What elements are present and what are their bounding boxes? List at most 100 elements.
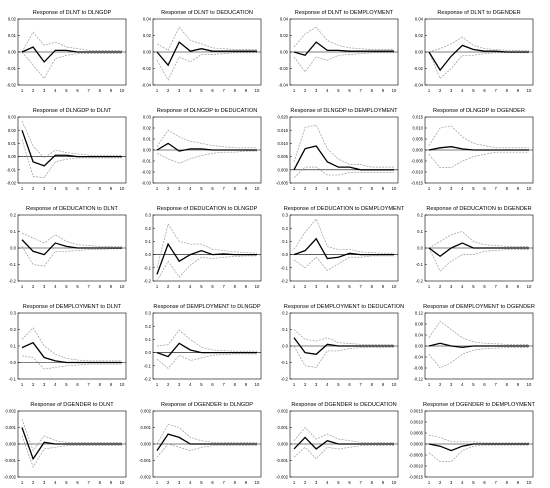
y-tick-label: 0.0000 <box>410 442 423 447</box>
upper-band-line <box>293 124 394 168</box>
x-tick-label: 2 <box>32 186 35 191</box>
x-tick-label: 1 <box>293 186 296 191</box>
lower-band-line <box>428 247 529 272</box>
y-tick-label: -0.02 <box>141 170 151 175</box>
x-tick-label: 1 <box>428 284 431 289</box>
panel-title: Response of DLNT to DGENDER <box>437 10 520 16</box>
response-line <box>293 237 394 260</box>
y-tick-label: -0.0015 <box>409 475 424 480</box>
x-tick-label: 8 <box>99 382 102 387</box>
x-tick-label: 10 <box>255 88 260 93</box>
lower-band-line <box>21 246 122 267</box>
x-tick-label: 5 <box>65 284 68 289</box>
upper-band-line <box>156 223 258 268</box>
x-tick-label: 3 <box>178 480 181 485</box>
y-tick-label: 0.020 <box>278 115 289 120</box>
y-tick-label: 0.000 <box>6 442 17 447</box>
x-tick-label: 9 <box>517 382 520 387</box>
x-tick-label: 3 <box>450 480 453 485</box>
x-tick-label: 9 <box>382 284 385 289</box>
x-tick-label: 3 <box>43 88 46 93</box>
x-tick-label: 7 <box>494 186 497 191</box>
x-tick-label: 8 <box>371 284 374 289</box>
x-tick-label: 2 <box>439 284 442 289</box>
x-tick-label: 1 <box>428 382 431 387</box>
y-tick-label: -0.1 <box>416 262 424 267</box>
x-tick-label: 8 <box>99 88 102 93</box>
irf-panel: Response of DLNT to DLNGDP 0.02 0.01 0.00 -0… <box>6 10 127 93</box>
upper-band-line <box>156 129 257 149</box>
y-tick-label: 0.3 <box>145 311 151 316</box>
irf-panel: Response of DGENDER to DEMPLOYMENT0.0015… <box>409 402 536 485</box>
y-tick-label: -0.1 <box>144 363 152 368</box>
x-tick-label: 10 <box>120 480 125 485</box>
y-tick-label: 0.1 <box>282 239 288 244</box>
y-tick-label: 0.2 <box>10 327 16 332</box>
panel-title: Response of DLNGDP to DLNT <box>33 108 112 114</box>
x-tick-label: 4 <box>54 382 57 387</box>
x-tick-label: 9 <box>245 186 248 191</box>
x-tick-label: 10 <box>120 88 125 93</box>
irf-panel: Response of DEDUCATION to DLNT 0.2 0.1 0.0 -… <box>9 206 127 289</box>
x-tick-label: 5 <box>337 382 340 387</box>
x-tick-label: 6 <box>483 480 486 485</box>
upper-band-line <box>293 218 394 254</box>
x-tick-label: 7 <box>87 186 90 191</box>
x-tick-label: 1 <box>21 382 24 387</box>
y-tick-label: -0.002 <box>4 475 17 480</box>
x-tick-label: 5 <box>337 186 340 191</box>
x-tick-label: 5 <box>200 480 203 485</box>
x-tick-label: 8 <box>506 88 509 93</box>
response-line <box>21 239 122 256</box>
y-tick-label: 0.0 <box>145 350 151 355</box>
x-tick-label: 5 <box>200 88 203 93</box>
x-tick-label: 7 <box>494 382 497 387</box>
y-tick-label: 0.002 <box>6 409 17 414</box>
x-tick-label: 1 <box>156 382 159 387</box>
response-line <box>21 427 122 461</box>
x-tick-label: 2 <box>167 186 170 191</box>
x-tick-label: 1 <box>293 88 296 93</box>
y-tick-label: 0.015 <box>413 115 424 120</box>
x-tick-label: 3 <box>178 88 181 93</box>
response-line <box>428 44 529 72</box>
x-tick-label: 10 <box>392 88 397 93</box>
x-tick-label: 6 <box>211 382 214 387</box>
x-tick-label: 3 <box>315 382 318 387</box>
x-tick-label: 1 <box>293 284 296 289</box>
x-tick-label: 10 <box>392 284 397 289</box>
x-tick-label: 6 <box>483 88 486 93</box>
upper-band-line <box>21 419 122 452</box>
y-tick-label: -0.1 <box>9 377 17 382</box>
x-tick-label: 5 <box>337 88 340 93</box>
lower-band-line <box>21 139 122 179</box>
x-tick-label: 2 <box>32 284 35 289</box>
response-line <box>293 337 394 355</box>
panel-title: Response of DEDUCATION to DLNGDP <box>157 206 258 212</box>
response-line <box>156 342 257 358</box>
x-tick-label: 6 <box>211 88 214 93</box>
x-tick-label: 5 <box>472 284 475 289</box>
y-tick-label: -0.0010 <box>409 464 424 469</box>
x-tick-label: 2 <box>32 480 35 485</box>
y-tick-label: -0.01 <box>141 159 151 164</box>
x-tick-label: 8 <box>506 480 509 485</box>
upper-band-line <box>293 329 394 345</box>
x-tick-label: 8 <box>99 186 102 191</box>
x-tick-label: 7 <box>87 88 90 93</box>
y-tick-label: -0.01 <box>6 66 16 71</box>
y-tick-label: 0.02 <box>415 33 424 38</box>
y-tick-label: 0.2 <box>282 311 288 316</box>
y-tick-label: 0.03 <box>143 115 152 120</box>
x-tick-label: 6 <box>348 186 351 191</box>
y-tick-label: 0.04 <box>143 17 152 22</box>
y-tick-label: 0.000 <box>413 148 424 153</box>
y-tick-label: -0.08 <box>413 366 423 371</box>
plot-frame <box>152 312 262 380</box>
plot-frame <box>17 312 127 380</box>
irf-panel: Response of DEDUCATION to DEMPLOYMENT0.3… <box>281 206 405 289</box>
upper-band-line <box>21 31 122 53</box>
